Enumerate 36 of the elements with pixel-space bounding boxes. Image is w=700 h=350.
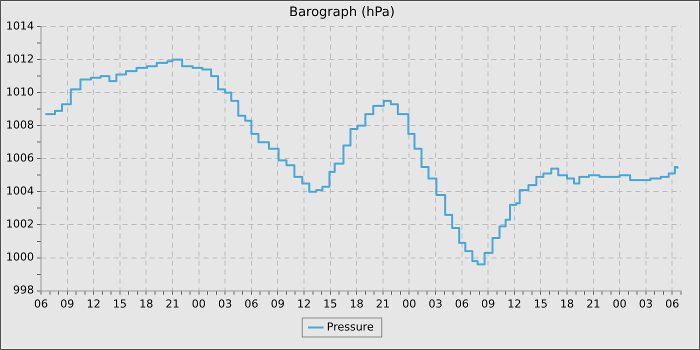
x-tick-label: 15	[323, 297, 338, 310]
legend-label: Pressure	[326, 320, 374, 334]
x-tick-label: 03	[428, 297, 443, 310]
x-tick-label: 00	[192, 297, 206, 310]
x-tick-label: 03	[218, 297, 232, 310]
y-tick-label: 1014	[6, 19, 34, 32]
y-tick-label: 1004	[6, 184, 34, 198]
x-tick-label: 06	[665, 297, 680, 310]
y-tick-label: 1008	[6, 118, 34, 132]
x-tick-label: 15	[112, 297, 127, 310]
y-tick-label: 1012	[6, 52, 34, 66]
x-tick-label: 09	[270, 297, 285, 310]
chart-title: Barograph (hPa)	[289, 5, 395, 20]
x-tick-label: 15	[534, 297, 548, 310]
x-tick-label: 12	[86, 297, 101, 310]
y-tick-label: 1000	[6, 250, 34, 264]
x-tick-label: 00	[612, 297, 627, 310]
x-tick-label: 06	[244, 297, 258, 310]
x-tick-label: 21	[586, 297, 600, 310]
x-tick-label: 12	[507, 297, 522, 310]
x-tick-label: 21	[376, 297, 390, 310]
x-tick-label: 18	[560, 297, 574, 310]
y-tick-label: 1002	[6, 218, 34, 231]
x-tick-label: 09	[481, 297, 496, 310]
x-tick-label: 06	[454, 297, 469, 310]
x-tick-label: 06	[34, 297, 48, 310]
y-tick-label: 1010	[6, 86, 34, 99]
x-tick-label: 18	[139, 297, 154, 310]
y-tick-label: 1006	[6, 152, 34, 165]
x-tick-label: 03	[638, 297, 653, 310]
x-tick-label: 00	[402, 297, 416, 310]
y-tick-label: 998	[12, 284, 34, 297]
x-tick-label: 12	[297, 297, 312, 310]
x-tick-label: 09	[60, 297, 74, 310]
x-tick-label: 18	[350, 297, 364, 310]
x-tick-label: 21	[166, 297, 180, 310]
